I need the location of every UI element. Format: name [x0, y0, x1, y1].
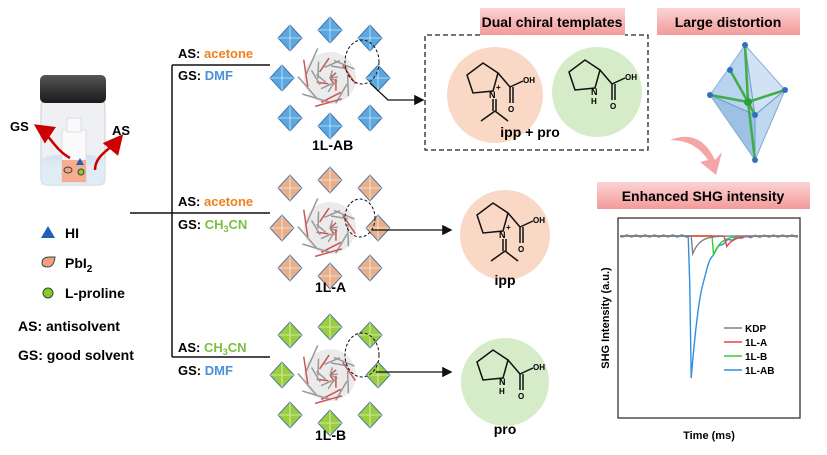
highlight-ellipse: [344, 39, 380, 85]
svg-text:+: +: [506, 223, 511, 232]
svg-text:N: N: [499, 377, 506, 387]
svg-text:N: N: [591, 87, 598, 97]
ipp-molecule: OH O N+: [460, 190, 550, 280]
gs-arrow-icon: [33, 124, 71, 160]
svg-text:O: O: [508, 105, 514, 114]
branch-a-gs: GS: CH3CN: [178, 217, 247, 234]
legend-entry: 1L-AB: [745, 366, 774, 377]
legend-lproline: L-proline: [65, 285, 125, 301]
distorted-octahedron: [707, 42, 788, 163]
branch-ab-gs: GS: DMF: [178, 68, 233, 83]
label-ipp: ipp: [495, 272, 516, 288]
branch-ab-as: AS: acetone: [178, 46, 253, 61]
chart-ylabel: SHG Intensity (a.u.): [600, 267, 612, 369]
product-1l-ab: 1L-AB: [312, 137, 353, 153]
svg-text:H: H: [591, 97, 597, 106]
svg-text:OH: OH: [533, 363, 545, 372]
curved-arrow-icon: [670, 136, 722, 175]
crystal-structure: [269, 166, 391, 290]
shg-chart-frame: [617, 217, 801, 419]
header-dual: [480, 8, 625, 35]
droplet-icon: [41, 256, 56, 268]
product-1l-b: 1L-B: [315, 427, 346, 443]
templates-box: [424, 34, 649, 151]
header-dual-text: Dual chiral templates: [482, 14, 623, 30]
svg-text:OH: OH: [533, 216, 545, 225]
ipp-molecule: OH O N+: [447, 47, 543, 143]
svg-text:O: O: [610, 102, 616, 111]
header-shg: [597, 182, 810, 209]
abbrev-as: AS: antisolvent: [18, 318, 120, 334]
svg-text:N: N: [499, 230, 506, 240]
svg-text:OH: OH: [625, 73, 637, 82]
legend-entry: 1L-A: [745, 338, 767, 349]
vial-cap: [40, 75, 106, 103]
as-arrow-icon: [93, 134, 124, 171]
chart-xlabel: Time (ms): [683, 430, 735, 442]
header-distortion-text: Large distortion: [675, 14, 782, 30]
crystal-structure: [269, 16, 391, 140]
header-distortion: [657, 8, 800, 35]
legend-hi: HI: [65, 225, 79, 241]
abbrev-gs: GS: good solvent: [18, 347, 134, 363]
label-ipp-pro: ipp + pro: [500, 124, 560, 140]
branch-a-as: AS: acetone: [178, 194, 253, 209]
highlight-ellipse: [344, 198, 376, 238]
label-pro: pro: [494, 421, 517, 437]
as-label: AS: [112, 123, 130, 138]
vial-illustration: [33, 75, 124, 186]
pro-molecule: OH O NH: [552, 47, 642, 137]
circle-icon: [42, 287, 54, 299]
svg-text:OH: OH: [523, 76, 535, 85]
triangle-icon: [41, 226, 55, 238]
pro-molecule: OH O NH: [461, 338, 549, 426]
legend-pbi2: PbI2: [65, 255, 93, 275]
crystal-structure: [269, 313, 391, 437]
branch-lines: [130, 64, 270, 358]
product-1l-a: 1L-A: [315, 279, 346, 295]
branch-b-gs: GS: DMF: [178, 363, 233, 378]
svg-text:H: H: [499, 387, 505, 396]
series-line-1l-ab: [619, 234, 799, 379]
gs-label: GS: [10, 119, 29, 134]
svg-text:O: O: [518, 392, 524, 401]
series-line-kdp: [620, 235, 798, 257]
legend-entry: KDP: [745, 324, 766, 335]
branch-b-as: AS: CH3CN: [178, 340, 247, 357]
svg-text:O: O: [518, 245, 524, 254]
hi-marker-icon: [76, 158, 84, 165]
arrow-icon: [369, 82, 425, 106]
svg-text:N: N: [489, 90, 496, 100]
highlight-ellipse: [344, 332, 380, 378]
legend-entry: 1L-B: [745, 352, 767, 363]
svg-text:+: +: [496, 83, 501, 92]
header-shg-text: Enhanced SHG intensity: [622, 188, 785, 204]
